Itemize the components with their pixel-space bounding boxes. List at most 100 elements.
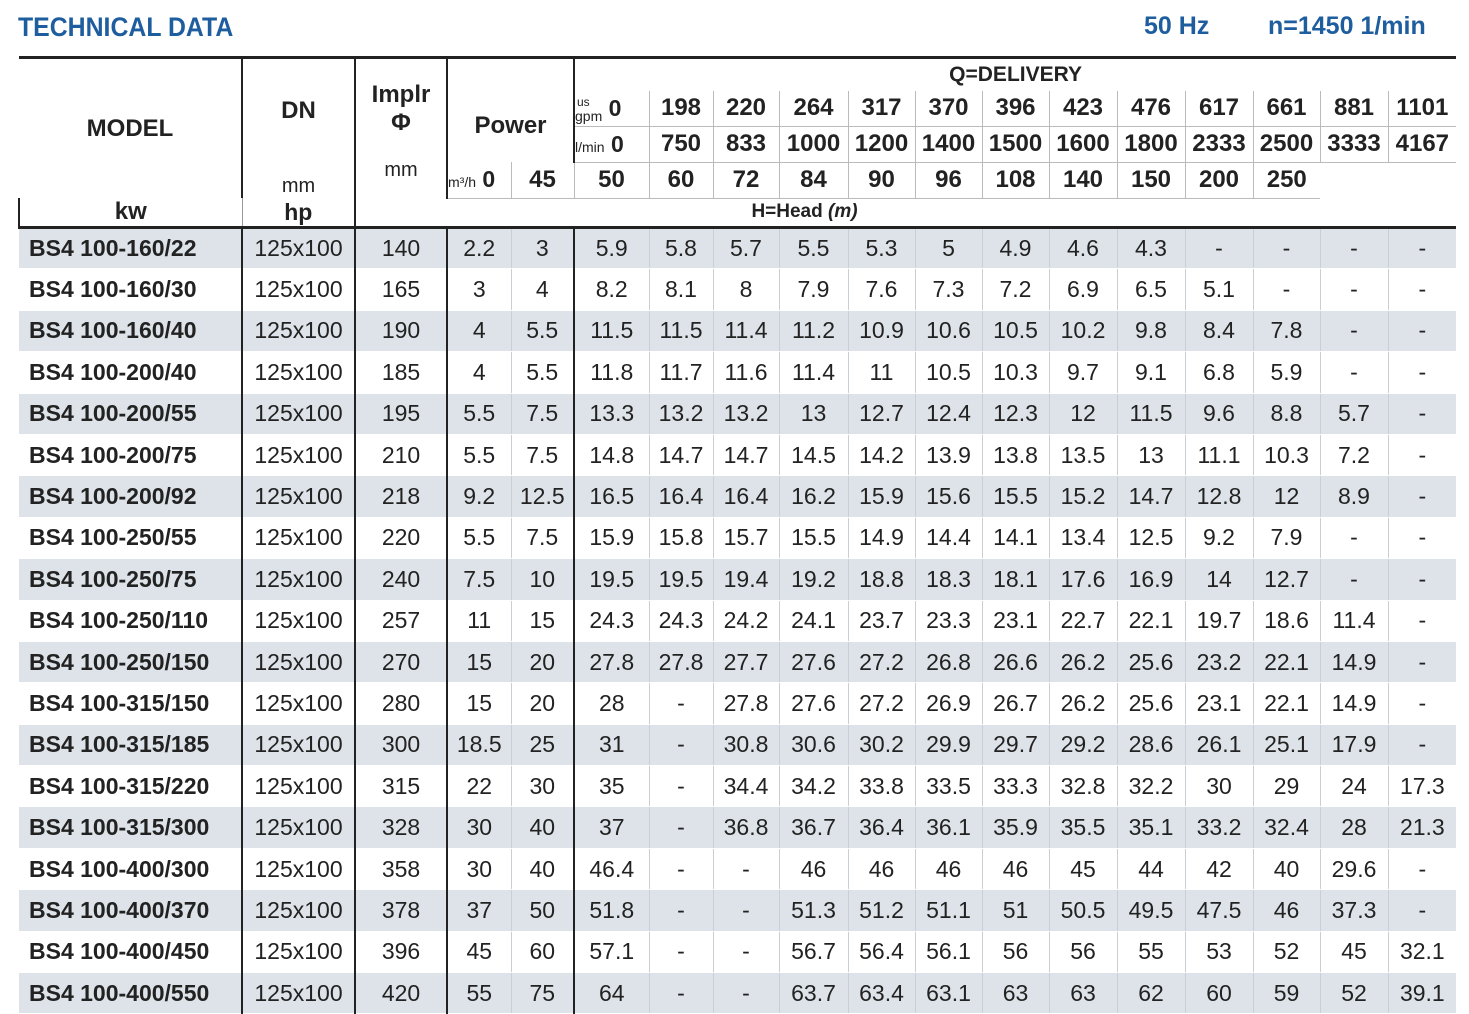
cell: 14.7 bbox=[712, 434, 779, 477]
cell: 12.4 bbox=[914, 393, 982, 435]
model-name: BS4 100-250/55 bbox=[19, 517, 242, 560]
flow-m3h-value: 50 bbox=[573, 162, 649, 199]
cell: 10.5 bbox=[981, 310, 1049, 353]
cell: 20 bbox=[510, 641, 574, 684]
cell: 17.6 bbox=[1048, 558, 1117, 601]
cell: 23.1 bbox=[1184, 682, 1253, 725]
cell: 34.4 bbox=[712, 765, 779, 808]
cell: 29.9 bbox=[914, 724, 982, 767]
cell: 5 bbox=[914, 227, 982, 270]
flow-gpm-value: 881 bbox=[1319, 90, 1388, 127]
cell: 12 bbox=[1252, 475, 1320, 518]
cell: 32.8 bbox=[1048, 765, 1117, 808]
cell: 55 bbox=[446, 972, 511, 1014]
cell: 53 bbox=[1184, 931, 1253, 974]
cell: 125x100 bbox=[241, 972, 355, 1014]
flow-m3h-value: 60 bbox=[648, 162, 713, 199]
cell: 3 bbox=[510, 227, 574, 270]
cell: 32.1 bbox=[1387, 931, 1457, 974]
cell: 60 bbox=[510, 931, 574, 974]
cell: 52 bbox=[1319, 972, 1388, 1014]
dn-label: DN bbox=[281, 97, 316, 124]
cell: 30.8 bbox=[712, 724, 779, 767]
cell: - bbox=[1387, 227, 1457, 270]
cell: 46 bbox=[1252, 889, 1320, 932]
cell: 27.2 bbox=[847, 682, 915, 725]
table-row: BS4 100-160/30 125x100 165 3 4 8.2 8.1 8 7.9 7.6 7… bbox=[19, 268, 1457, 311]
cell: 3 bbox=[446, 268, 511, 311]
cell: 15.5 bbox=[981, 475, 1049, 518]
cell: 7.2 bbox=[1319, 434, 1388, 477]
cell: 13.8 bbox=[981, 434, 1049, 477]
flow-lmin-value: 1800 bbox=[1116, 126, 1185, 163]
flow-m3h-value: 90 bbox=[847, 162, 915, 199]
cell: 12.8 bbox=[1184, 475, 1253, 518]
page-title: TECHNICAL DATA bbox=[18, 12, 234, 42]
flow-gpm-value: 617 bbox=[1184, 90, 1253, 127]
cell: 39.1 bbox=[1387, 972, 1457, 1014]
cell: 45 bbox=[1319, 931, 1388, 974]
cell: 125x100 bbox=[241, 227, 355, 270]
table-row: BS4 100-250/150 125x100 270 15 20 27.8 27.8 27.… bbox=[19, 641, 1457, 684]
model-name: BS4 100-250/150 bbox=[19, 641, 242, 684]
cell: 5.9 bbox=[573, 227, 649, 270]
cell: 5.5 bbox=[778, 227, 848, 270]
cell: - bbox=[1387, 268, 1457, 311]
cell: 46 bbox=[914, 848, 982, 891]
cell: 30.6 bbox=[778, 724, 848, 767]
cell: 9.1 bbox=[1116, 351, 1185, 394]
cell: - bbox=[1387, 517, 1457, 560]
cell: 16.5 bbox=[573, 475, 649, 518]
cell: 57.1 bbox=[573, 931, 649, 974]
cell: - bbox=[1319, 268, 1388, 311]
table-row: BS4 100-250/55 125x100 220 5.5 7.5 15.9 15.8 15… bbox=[19, 517, 1457, 560]
cell: 26.7 bbox=[981, 682, 1049, 725]
cell: 32.2 bbox=[1116, 765, 1185, 808]
cell: 7.5 bbox=[510, 517, 574, 560]
cell: - bbox=[1387, 393, 1457, 435]
cell: 125x100 bbox=[241, 931, 355, 974]
cell: 396 bbox=[354, 931, 447, 974]
model-name: BS4 100-160/22 bbox=[19, 227, 242, 270]
cell: - bbox=[1387, 351, 1457, 394]
cell: 11 bbox=[446, 600, 511, 642]
cell: - bbox=[1319, 310, 1388, 353]
flow-lmin-value: 1600 bbox=[1048, 126, 1117, 163]
head-label: H=Head (m) bbox=[354, 198, 1253, 228]
cell: 10.3 bbox=[1252, 434, 1320, 477]
cell: 195 bbox=[354, 393, 447, 435]
table-row: BS4 100-315/300 125x100 328 30 40 37-36.8 36.7… bbox=[19, 806, 1457, 849]
cell: 14.7 bbox=[1116, 475, 1185, 518]
cell: 75 bbox=[510, 972, 574, 1014]
table-row: BS4 100-400/300 125x100 358 30 40 46.4- -46 46 4… bbox=[19, 848, 1457, 891]
cell: 24.3 bbox=[648, 600, 713, 642]
cell: 420 bbox=[354, 972, 447, 1014]
cell: 2.2 bbox=[446, 227, 511, 270]
cell: 37.3 bbox=[1319, 889, 1388, 932]
cell: 11.7 bbox=[648, 351, 713, 394]
cell: 22.1 bbox=[1252, 682, 1320, 725]
cell: 9.8 bbox=[1116, 310, 1185, 353]
cell: 218 bbox=[354, 475, 447, 518]
cell: 10.9 bbox=[847, 310, 915, 353]
cell: 10.6 bbox=[914, 310, 982, 353]
cell: 25 bbox=[510, 724, 574, 767]
cell: 18.8 bbox=[847, 558, 915, 601]
cell: 19.7 bbox=[1184, 600, 1253, 642]
cell: 24.3 bbox=[573, 600, 649, 642]
cell: 5.5 bbox=[446, 517, 511, 560]
cell: 125x100 bbox=[241, 765, 355, 808]
cell: 12.7 bbox=[847, 393, 915, 435]
cell: - bbox=[1387, 558, 1457, 601]
cell: 8.4 bbox=[1184, 310, 1253, 353]
cell: 25.6 bbox=[1116, 641, 1185, 684]
cell: 9.2 bbox=[446, 475, 511, 518]
cell: 185 bbox=[354, 351, 447, 394]
table-row: BS4 100-250/110 125x100 257 11 15 24.3 24.3 24.… bbox=[19, 600, 1457, 642]
cell: 125x100 bbox=[241, 517, 355, 560]
flow-gpm-value: 423 bbox=[1048, 90, 1117, 127]
cell: 125x100 bbox=[241, 351, 355, 394]
flow-lmin-value: 2500 bbox=[1252, 126, 1320, 163]
cell: - bbox=[712, 931, 779, 974]
